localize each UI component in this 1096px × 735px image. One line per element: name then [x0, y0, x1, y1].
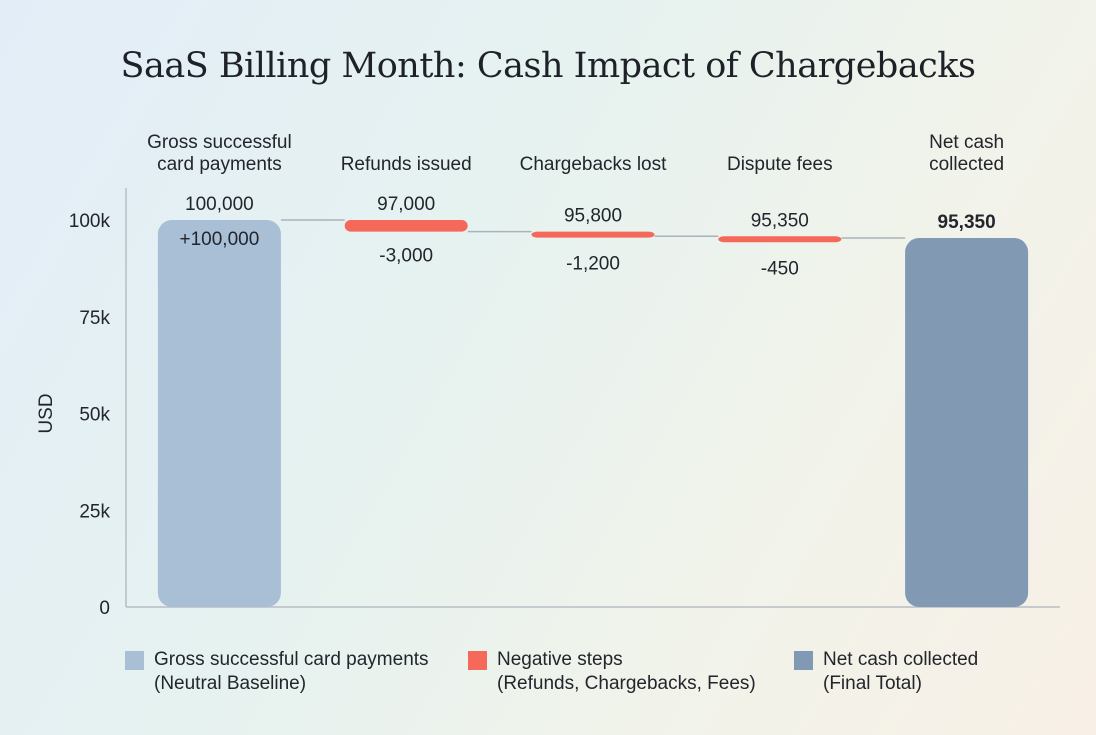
total-label: 100,000 — [185, 194, 254, 215]
y-axis-label: USD — [36, 393, 57, 433]
delta-label: -3,000 — [379, 246, 433, 267]
delta-label: -450 — [761, 258, 799, 279]
bar-baseline — [157, 220, 281, 607]
legend-sublabel: (Refunds, Chargebacks, Fees) — [497, 673, 756, 694]
delta-label: +100,000 — [180, 229, 260, 250]
legend-item-baseline: Gross successful card payments (Neutral B… — [125, 648, 429, 696]
y-tick-label: 75k — [79, 308, 110, 329]
legend-swatch-negative — [468, 651, 487, 670]
category-label: Dispute fees — [727, 154, 833, 175]
bar-negative — [344, 220, 468, 232]
category-label: Net cash — [929, 132, 1004, 153]
category-label: Refunds issued — [341, 154, 472, 175]
legend-label: Negative steps — [497, 649, 623, 670]
bar-negative — [531, 231, 655, 238]
category-label: card payments — [157, 154, 282, 175]
chart-title: SaaS Billing Month: Cash Impact of Charg… — [120, 46, 976, 86]
total-label: 97,000 — [377, 194, 435, 215]
category-label: collected — [929, 154, 1004, 175]
bar-total — [905, 237, 1029, 608]
legend-swatch-total — [794, 651, 813, 670]
y-tick-label: 50k — [79, 405, 110, 426]
category-label: Gross successful — [147, 132, 292, 153]
legend-item-negative: Negative steps (Refunds, Chargebacks, Fee… — [468, 648, 756, 696]
legend-sublabel: (Neutral Baseline) — [154, 673, 307, 694]
y-tick-label: 100k — [69, 211, 111, 232]
y-tick-label: 0 — [99, 598, 110, 619]
total-label: 95,350 — [751, 210, 809, 231]
legend-item-total: Net cash collected (Final Total) — [794, 648, 978, 696]
total-label: 95,350 — [938, 212, 996, 233]
total-label: 95,800 — [564, 206, 622, 227]
category-label: Chargebacks lost — [520, 154, 668, 175]
legend-label: Net cash collected — [823, 649, 979, 670]
legend-sublabel: (Final Total) — [823, 673, 922, 694]
y-tick-label: 25k — [79, 501, 110, 522]
delta-label: -1,200 — [566, 254, 620, 275]
bar-negative — [718, 236, 842, 243]
legend-swatch-baseline — [125, 651, 144, 670]
legend-label: Gross successful card payments — [154, 649, 429, 670]
